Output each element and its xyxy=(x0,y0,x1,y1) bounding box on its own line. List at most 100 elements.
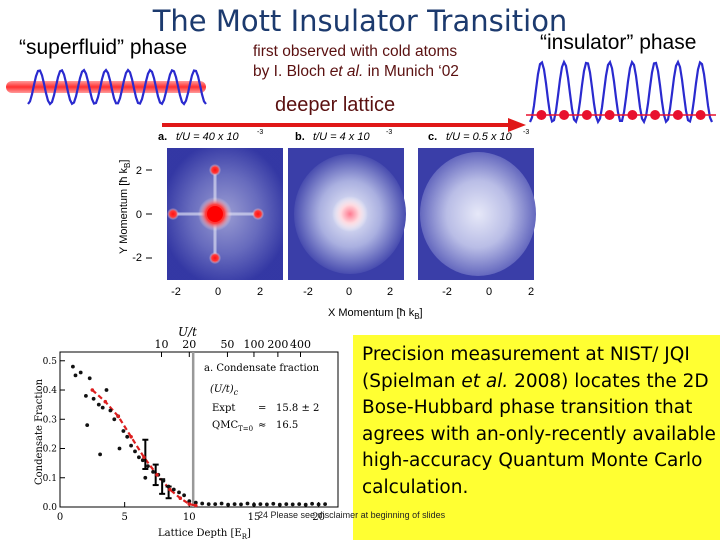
panel-c-exponent: -3 xyxy=(523,129,529,136)
x-tick-c-0: 0 xyxy=(486,286,492,298)
deeper-lattice-label: deeper lattice xyxy=(275,94,396,116)
data-point xyxy=(206,502,211,506)
x-tick-a-2: 2 xyxy=(257,286,263,298)
data-point xyxy=(277,502,282,507)
y-tick-minus2: -2 xyxy=(132,252,142,264)
data-point xyxy=(133,449,137,454)
panel-a-letter: a. xyxy=(158,131,167,143)
insulator-label: “insulator” phase xyxy=(540,31,697,54)
data-point xyxy=(85,423,90,427)
x-axis-label: Lattice Depth [ER] xyxy=(158,528,251,540)
panel-a-image xyxy=(167,148,283,280)
x-tick-label: 5 xyxy=(121,512,127,523)
data-point xyxy=(129,443,133,448)
data-point xyxy=(271,501,276,506)
data-point xyxy=(297,502,302,506)
data-point xyxy=(323,502,327,506)
data-point xyxy=(219,501,224,506)
critical-ratio-label: (U/t)c xyxy=(210,384,239,397)
x-momentum-label: X Momentum [ħ kB] xyxy=(328,307,423,321)
fit-point xyxy=(116,414,120,419)
y-tick-2: 2 xyxy=(136,165,142,177)
data-point xyxy=(177,490,181,495)
x-tick-a-minus2: -2 xyxy=(171,286,181,298)
condensate-fraction-chart: U/t 10 20 50 100 200 400 0.00.10.20.30.40.5 0… xyxy=(34,325,339,540)
top-axis-ticks: 10 20 50 100 200 400 xyxy=(155,338,311,357)
panel-b-letter: b. xyxy=(295,131,305,143)
qmc-approx: ≈ xyxy=(258,420,266,431)
fit-point xyxy=(103,399,108,404)
page-number: 24 xyxy=(258,510,269,520)
superfluid-lattice xyxy=(6,68,207,106)
superfluid-condensate-bar xyxy=(6,81,206,93)
insulator-lattice xyxy=(526,59,716,125)
data-point xyxy=(108,408,113,413)
citation-line-1: first observed with cold atoms xyxy=(253,43,458,60)
fit-point xyxy=(187,502,192,506)
top-axis-label: U/t xyxy=(178,325,197,339)
data-point xyxy=(112,417,117,422)
data-point xyxy=(193,500,198,505)
data-point xyxy=(200,501,205,506)
data-point xyxy=(161,478,166,483)
y-tick-0: 0 xyxy=(136,209,142,221)
expt-value: 15.8 ± 2 xyxy=(276,403,319,414)
top-tick-label: 20 xyxy=(182,338,196,351)
fit-point xyxy=(168,487,172,492)
qmc-value: 16.5 xyxy=(276,420,298,431)
insulator-lattice-wave xyxy=(528,59,714,125)
fit-point xyxy=(155,473,159,477)
chart-title: a. Condensate fraction xyxy=(204,363,320,374)
momentum-distribution-figure: a. t/U = 40 x 10 -3 b. t/U = 4 x 10 -3 c… xyxy=(118,129,536,321)
fit-curve xyxy=(91,389,197,507)
data-point xyxy=(226,502,231,507)
panel-c-letter: c. xyxy=(428,131,437,143)
data-point xyxy=(232,502,237,506)
fit-curve-line xyxy=(91,389,197,507)
superfluid-lattice-wave xyxy=(27,68,207,106)
top-tick-label: 100 xyxy=(243,338,264,351)
x-tick-b-2: 2 xyxy=(387,286,393,298)
data-point xyxy=(91,396,96,401)
data-point xyxy=(316,502,321,507)
data-point xyxy=(151,470,155,474)
y-tick-label: 0.0 xyxy=(43,503,58,513)
top-tick-label: 10 xyxy=(155,338,169,351)
y-axis-label: Condensate Fraction xyxy=(34,378,45,485)
y-tick-label: 0.1 xyxy=(43,474,57,484)
panel-a-exponent: -3 xyxy=(257,129,263,136)
data-point xyxy=(78,370,83,375)
fit-point xyxy=(142,455,146,460)
citation: first observed with cold atoms by I. Blo… xyxy=(253,42,459,82)
data-point xyxy=(137,455,141,460)
x-tick-label: 10 xyxy=(183,512,196,523)
top-tick-label: 50 xyxy=(220,338,234,351)
slide-title: The Mott Insulator Transition xyxy=(152,4,568,38)
data-point xyxy=(125,434,130,439)
data-point xyxy=(245,501,250,506)
panel-b-exponent: -3 xyxy=(386,129,392,136)
x-tick-label: 15 xyxy=(248,512,261,523)
data-point xyxy=(73,373,78,378)
data-point xyxy=(121,429,126,433)
data-point xyxy=(265,502,269,507)
data-points xyxy=(71,364,327,508)
y-tick-label: 0.5 xyxy=(43,357,58,367)
panel-b-image xyxy=(288,148,406,280)
data-point xyxy=(171,487,176,492)
data-point xyxy=(117,446,122,451)
expt-equals: = xyxy=(258,403,266,414)
data-point xyxy=(71,364,75,369)
x-tick-label: 0 xyxy=(57,512,63,523)
expt-label: Expt xyxy=(212,403,235,414)
data-point xyxy=(87,376,92,381)
top-tick-label: 200 xyxy=(267,338,288,351)
fit-point xyxy=(178,496,183,500)
data-point xyxy=(252,502,256,507)
y-tick-label: 0.2 xyxy=(43,445,57,455)
qmc-label: QMCT=0 xyxy=(212,420,253,433)
y-axis-ticks: 0.0 0.1 0.2 0.3 0.4 0.5 xyxy=(43,357,65,513)
data-point xyxy=(182,493,187,498)
data-point xyxy=(239,502,243,507)
plot-frame xyxy=(59,351,339,508)
